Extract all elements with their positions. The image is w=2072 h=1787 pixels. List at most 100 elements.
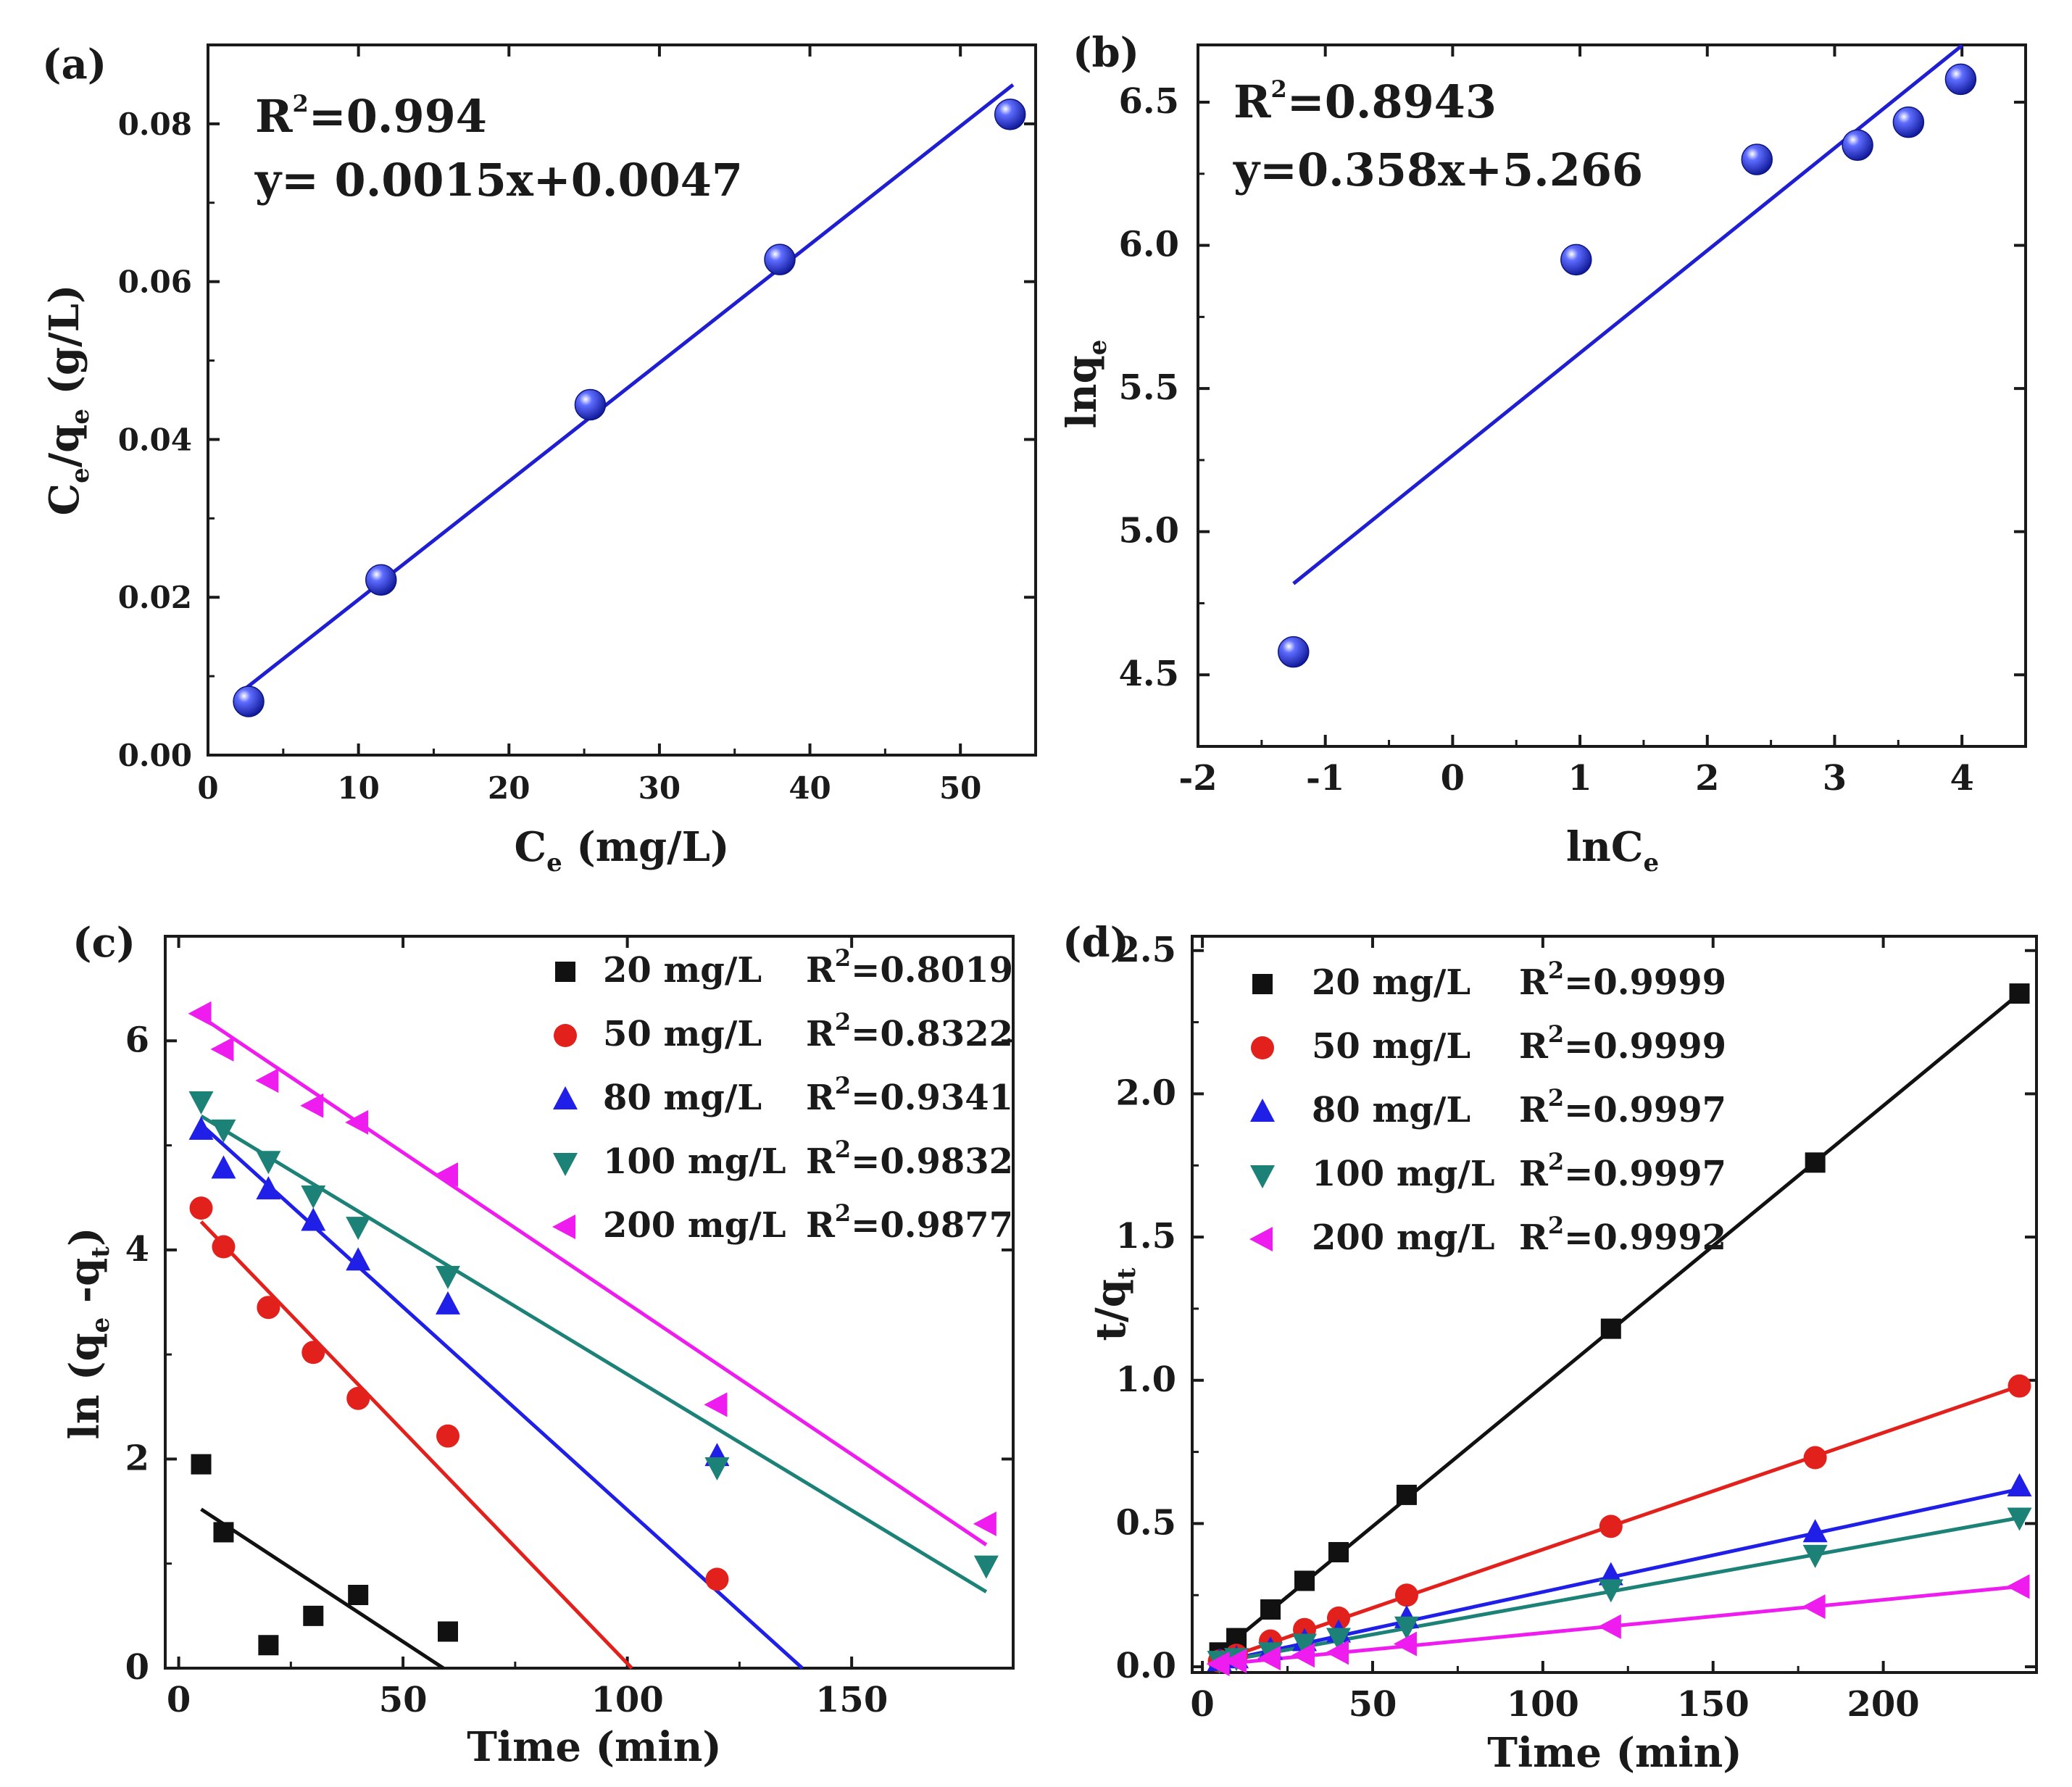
panel-d-frame xyxy=(1191,935,2038,1674)
panel-b-y-tick-label: 6.0 xyxy=(1118,225,1179,265)
panel-b-x-tick-label: 0 xyxy=(1441,758,1465,799)
panel-c-data-point xyxy=(189,1196,213,1220)
panel-d-x-tick-label: 200 xyxy=(1847,1684,1920,1725)
panel-d-legend: 20 mg/L R2=0.9999 50 mg/L R2=0.9999 80 mg/L R… xyxy=(1249,957,1726,1258)
panel-c-legend-label: 200 mg/L xyxy=(603,1205,786,1246)
panel-d-y-tick-label: 0.0 xyxy=(1115,1646,1176,1686)
panel-c-data-point xyxy=(973,1511,997,1536)
panel-d-y-tick-label: 1.5 xyxy=(1115,1216,1176,1257)
panel-c-y-tick-label: 6 xyxy=(125,1020,149,1060)
panel-b-data-point xyxy=(1278,636,1310,668)
panel-c-y-axis-label: ln (qe -qt) xyxy=(61,1228,115,1440)
panel-d-data-point xyxy=(1260,1599,1281,1620)
panel-c-data-point xyxy=(705,1567,729,1591)
panel-b-data-point xyxy=(1560,243,1592,276)
panel-c-legend-r2: R2=0.9341 xyxy=(806,1072,1013,1118)
panel-d-data-point xyxy=(1803,1446,1827,1470)
panel-d-data-point xyxy=(1396,1484,1417,1505)
panel-d-x-tick-label: 50 xyxy=(1349,1684,1397,1725)
panel-c-legend-marker xyxy=(555,962,575,982)
panel-d-data-point xyxy=(1326,1606,1350,1630)
panel-c-data-point xyxy=(704,1457,730,1480)
panel-c-fit-line xyxy=(200,1115,988,1594)
panel-c-legend: 20 mg/L R2=0.8019 50 mg/L R2=0.8322 80 mg/L R… xyxy=(552,944,1013,1246)
panel-d-data-point xyxy=(1805,1152,1826,1173)
panel-c-data-point xyxy=(438,1621,458,1642)
panel-c-x-tick-label: 100 xyxy=(591,1680,664,1720)
panel-a-data-point xyxy=(994,99,1026,130)
panel-c-legend-marker xyxy=(553,1153,578,1176)
panel-b-y-tick-label: 5.5 xyxy=(1118,367,1179,408)
panel-c-points xyxy=(188,1001,999,1656)
panel-c-legend-marker xyxy=(552,1215,575,1239)
panel-b-x-tick-label: 4 xyxy=(1950,758,1973,799)
panel-b-ticks: -2 -1 0 1 2 3 4 4.5 5.0 5.5 6.0 6.5 xyxy=(1118,45,2026,799)
panel-a-x-tick-label: 40 xyxy=(789,770,831,806)
panel-b-data-point xyxy=(1741,143,1773,175)
panel-a-data-point xyxy=(365,564,397,596)
panel-c-data-point xyxy=(301,1185,326,1209)
panel-d-data-point xyxy=(2007,1507,2032,1531)
panel-d-data-point xyxy=(1597,1614,1621,1639)
panel-b-data-point xyxy=(1944,63,1977,96)
panel-c-data-point xyxy=(211,1119,236,1143)
panel-c-data-point xyxy=(210,1036,234,1062)
panel-c-legend-r2: R2=0.9877 xyxy=(806,1199,1013,1246)
panel-c-data-point xyxy=(346,1217,371,1241)
panel-c-data-point xyxy=(346,1386,370,1410)
panel-b-points xyxy=(1278,63,1977,668)
panel-d-data-point xyxy=(1598,1579,1623,1603)
panel-d-data-point xyxy=(1599,1515,1623,1538)
panel-d: 0 50 100 150 200 0.0 0.5 1.0 1.5 2.0 2.5 20 mg/L R2… xyxy=(1062,919,2038,1777)
panel-d-data-point xyxy=(1326,1628,1351,1651)
panel-c-x-tick-label: 150 xyxy=(815,1680,888,1720)
panel-d-data-point xyxy=(1328,1541,1349,1562)
panel-d-data-point xyxy=(2007,1473,2032,1497)
panel-a-y-tick-label: 0.00 xyxy=(118,738,192,773)
panel-c-legend-label: 80 mg/L xyxy=(603,1078,762,1118)
panel-d-legend-marker xyxy=(1250,1099,1275,1122)
panel-d-y-tick-label: 0.5 xyxy=(1115,1502,1176,1543)
panel-a-y-tick-label: 0.02 xyxy=(118,580,192,615)
panel-c-ticks: 0 50 100 150 0 2 4 6 xyxy=(125,936,1013,1720)
panel-d-legend-r2: R2=0.9992 xyxy=(1519,1212,1726,1258)
panel-c-data-point xyxy=(258,1635,279,1656)
panel-b-y-tick-label: 6.5 xyxy=(1118,81,1179,122)
panel-c-data-point xyxy=(255,1068,279,1094)
panel-c-data-point xyxy=(301,1207,326,1231)
panel-a-x-tick-label: 10 xyxy=(337,770,379,806)
panel-a: 0 10 20 30 40 50 0.00 0.02 0.04 0.06 0.08 (a) R2=0… xyxy=(41,41,1037,878)
panel-d-y-tick-label: 2.5 xyxy=(1115,930,1176,970)
panel-d-data-point xyxy=(1206,1651,1230,1677)
panel-d-data-point xyxy=(1394,1583,1418,1607)
panel-b-equation: y=0.358x+5.266 xyxy=(1233,143,1643,196)
panel-c-legend-label: 100 mg/L xyxy=(603,1141,786,1182)
panel-d-data-point xyxy=(1802,1519,1828,1543)
panel-d-data-point xyxy=(1325,1640,1349,1665)
panel-b-x-tick-label: 2 xyxy=(1695,758,1719,799)
panel-d-ticks: 0 50 100 150 200 0.0 0.5 1.0 1.5 2.0 2.5 xyxy=(1115,930,2036,1725)
panel-a-x-tick-label: 20 xyxy=(488,770,530,806)
panel-c-fit-line xyxy=(199,1220,633,1670)
panel-c-data-point xyxy=(257,1296,280,1320)
panel-c-data-point xyxy=(300,1093,324,1118)
panel-c-data-point xyxy=(256,1151,281,1175)
panel-c-data-point xyxy=(345,1109,369,1135)
panel-d-legend-label: 80 mg/L xyxy=(1312,1090,1470,1130)
panel-a-x-axis-label: Ce (mg/L) xyxy=(515,823,730,878)
panel-b-x-tick-label: -1 xyxy=(1306,758,1344,799)
panel-c-data-point xyxy=(436,1291,460,1315)
panel-c-frame xyxy=(164,935,1015,1670)
panel-d-y-tick-label: 1.0 xyxy=(1115,1359,1176,1400)
panel-b-x-tick-label: -2 xyxy=(1178,758,1217,799)
panel-d-legend-label: 100 mg/L xyxy=(1312,1154,1495,1194)
panel-c-data-point xyxy=(188,1116,214,1140)
panel-d-x-tick-label: 100 xyxy=(1507,1684,1579,1725)
panel-a-x-tick-label: 0 xyxy=(197,770,218,806)
panel-c-x-tick-label: 0 xyxy=(167,1680,191,1720)
panel-c-y-tick-label: 2 xyxy=(125,1438,149,1478)
panel-d-points xyxy=(1206,983,2032,1677)
panel-c-data-point xyxy=(191,1454,212,1475)
panel-b: -2 -1 0 1 2 3 4 4.5 5.0 5.5 6.0 6.5 (b) R2=0.8943 y… xyxy=(1058,29,2027,878)
